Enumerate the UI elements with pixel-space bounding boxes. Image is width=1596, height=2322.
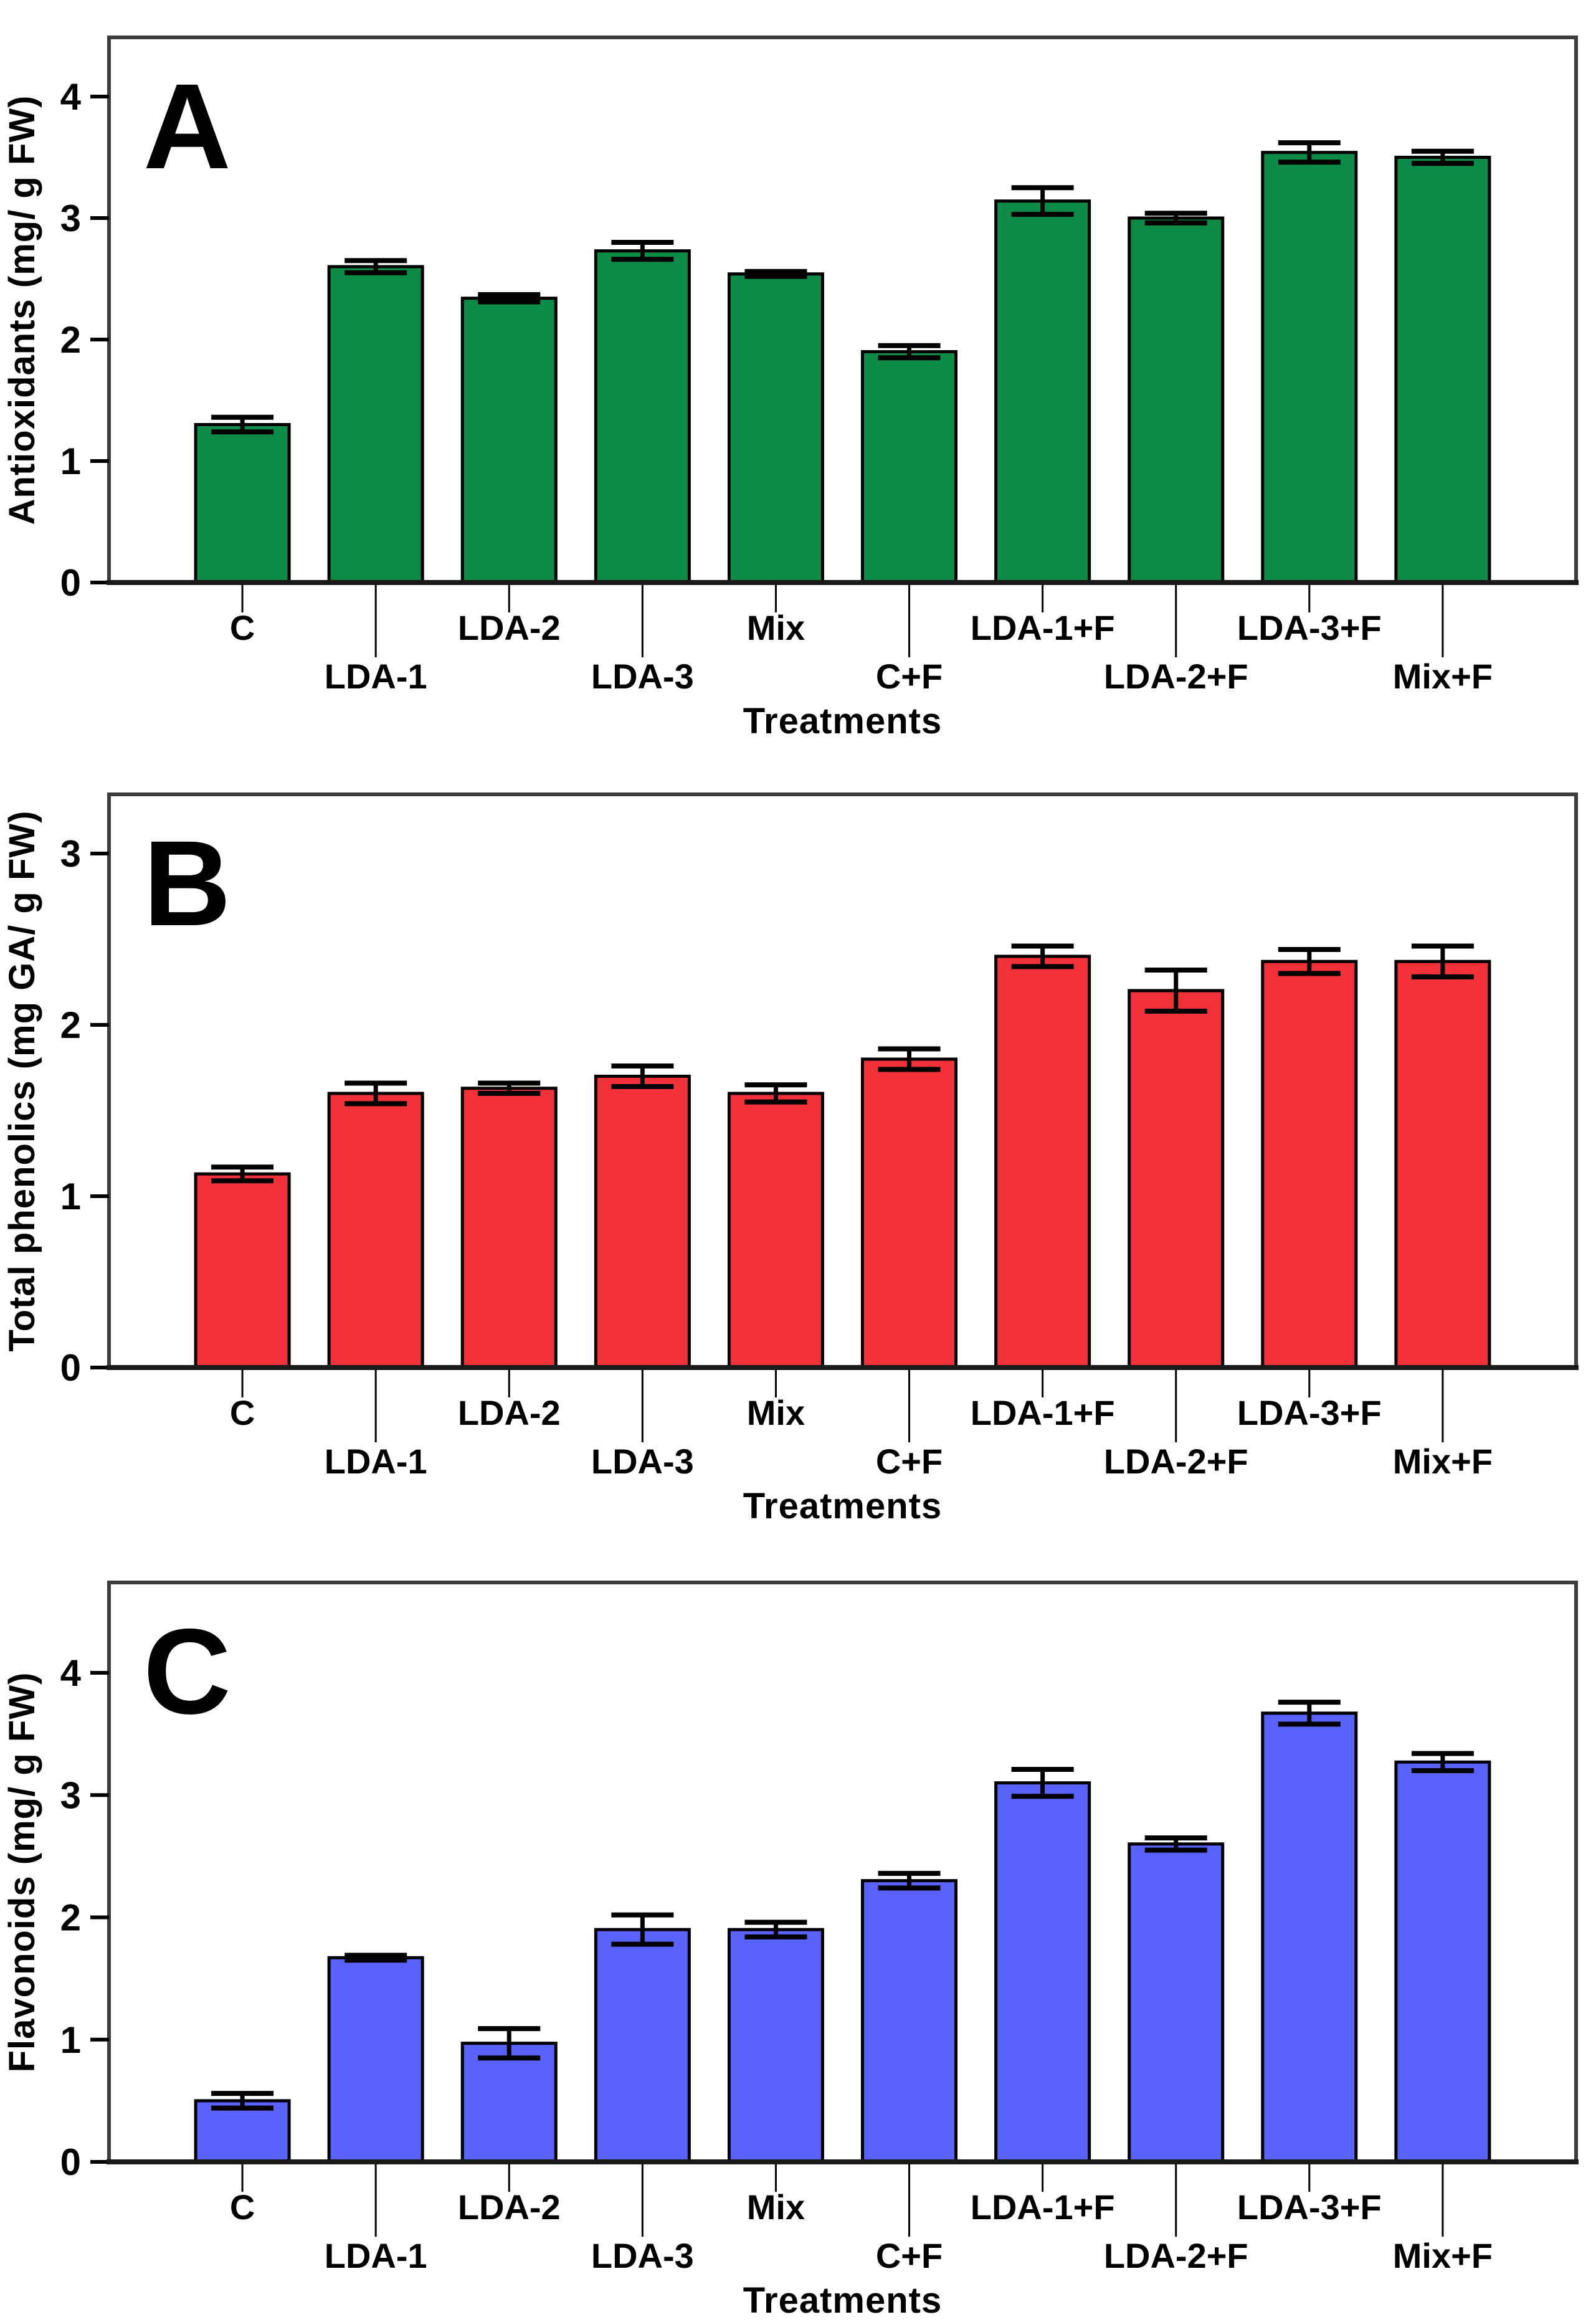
bar: [1128, 216, 1225, 584]
bar: [1261, 151, 1358, 584]
y-tick-label: 2: [60, 1004, 81, 1046]
y-tick-label: 2: [60, 1897, 81, 1939]
x-tick-label: LDA-2+F: [1104, 1442, 1248, 1481]
bar: [194, 2099, 291, 2164]
y-tick-label: 3: [60, 1774, 81, 1816]
x-axis-title: Treatments: [743, 701, 942, 741]
panel-letter: C: [143, 1604, 231, 1739]
x-tick-label: Mix: [747, 1393, 805, 1432]
bar: [594, 1928, 691, 2164]
bar: [1128, 989, 1225, 1369]
x-tick-label: LDA-1: [325, 657, 427, 696]
bar: [861, 350, 958, 584]
panel-a-antioxidants-chart: 0 1 2 3 4 C LDA-1 LDA-2 LDA-3 Mix C+F LDA-1+F LDA-2+…: [2, 36, 1579, 741]
y-tick-label: 2: [60, 319, 81, 361]
y-tick-label: 1: [60, 1176, 81, 1217]
x-tick-label: Mix+F: [1393, 1442, 1493, 1481]
bar: [1394, 1760, 1491, 2164]
y-tick-label: 4: [60, 1652, 82, 1694]
bar: [594, 1075, 691, 1369]
panel-c-flavonoids-chart: 0 1 2 3 4 C LDA-1 LDA-2 LDA-3 Mix C+F LDA-1+F LDA-2+…: [2, 1581, 1579, 2321]
x-tick-label: C+F: [876, 657, 943, 696]
bar: [1261, 959, 1358, 1369]
x-tick-label: LDA-2+F: [1104, 2236, 1248, 2275]
bar: [727, 1928, 824, 2164]
bar: [727, 1092, 824, 1369]
y-axis-title: Total phenolics (mg GA/ g FW): [2, 811, 42, 1352]
panel-letter: B: [143, 816, 231, 951]
bar: [327, 1092, 424, 1369]
bar: [994, 1781, 1091, 2164]
bar: [994, 954, 1091, 1369]
y-tick-label: 4: [60, 76, 82, 118]
y-tick-label: 1: [60, 2019, 81, 2061]
x-tick-label: LDA-3: [591, 1442, 694, 1481]
bar: [194, 1172, 291, 1369]
panel-letter: A: [143, 59, 231, 194]
y-axis-title: Flavonoids (mg/ g FW): [2, 1672, 42, 2073]
y-tick-label: 1: [60, 440, 81, 482]
x-tick-label: LDA-1: [325, 1442, 427, 1481]
x-tick-label: LDA-2: [458, 1393, 561, 1432]
x-tick-label: LDA-1: [325, 2236, 427, 2275]
x-tick-label: LDA-3+F: [1237, 2187, 1382, 2227]
x-tick-label: LDA-1+F: [971, 1393, 1115, 1432]
bar: [194, 423, 291, 584]
x-tick-label: C: [230, 2187, 255, 2227]
bar: [1394, 156, 1491, 584]
x-tick-label: LDA-3: [591, 2236, 694, 2275]
bar: [727, 272, 824, 584]
x-tick-label: LDA-2: [458, 608, 561, 647]
x-axis-title: Treatments: [743, 2280, 942, 2321]
x-tick-label: C+F: [876, 2236, 943, 2275]
x-tick-label: C: [230, 608, 255, 647]
x-tick-label: C+F: [876, 1442, 943, 1481]
bar: [327, 1956, 424, 2164]
x-tick-label: LDA-3+F: [1237, 1393, 1382, 1432]
bar: [861, 1057, 958, 1369]
bar: [327, 265, 424, 584]
y-axis-title: Antioxidants (mg/ g FW): [2, 95, 42, 525]
panel-b-total-phenolics-chart: 0 1 2 3 C LDA-1 LDA-2 LDA-3 Mix C+F LDA-1+F LDA-2+F…: [2, 792, 1579, 1526]
x-tick-label: Mix: [747, 608, 805, 647]
x-tick-label: LDA-2: [458, 2187, 561, 2227]
bar: [460, 2042, 558, 2164]
y-tick-label: 3: [60, 197, 81, 239]
x-tick-label: LDA-1+F: [971, 2187, 1115, 2227]
x-tick-label: LDA-3+F: [1237, 608, 1382, 647]
y-tick-label: 0: [60, 1347, 81, 1389]
y-tick-label: 0: [60, 2141, 81, 2183]
bar: [1261, 1711, 1358, 2164]
y-tick-label: 0: [60, 562, 81, 604]
bar: [1394, 959, 1491, 1369]
bar: [594, 249, 691, 584]
x-tick-label: LDA-2+F: [1104, 657, 1248, 696]
x-tick-label: Mix+F: [1393, 657, 1493, 696]
y-tick-label: 3: [60, 833, 81, 875]
x-axis-title: Treatments: [743, 1486, 942, 1526]
x-tick-label: Mix: [747, 2187, 805, 2227]
bar: [460, 1087, 558, 1369]
bar: [1128, 1842, 1225, 2164]
x-tick-label: Mix+F: [1393, 2236, 1493, 2275]
bar: [994, 199, 1091, 584]
bar: [460, 297, 558, 584]
x-tick-label: LDA-1+F: [971, 608, 1115, 647]
bar: [861, 1879, 958, 2164]
x-tick-label: C: [230, 1393, 255, 1432]
x-tick-label: LDA-3: [591, 657, 694, 696]
